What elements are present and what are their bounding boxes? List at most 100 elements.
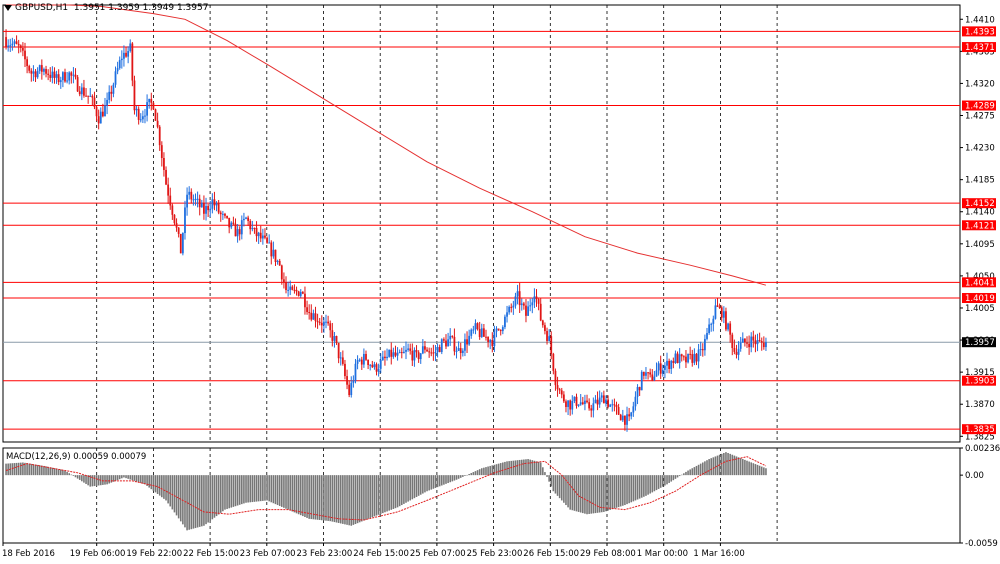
bearish-candle: [725, 311, 727, 330]
macd-bar: [611, 475, 614, 510]
macd-bar: [657, 475, 660, 489]
bearish-candle: [628, 414, 631, 417]
bearish-candle: [560, 390, 563, 395]
level-label-box: [962, 198, 996, 209]
macd-bar: [17, 462, 20, 476]
bullish-candle: [577, 404, 580, 406]
bearish-candle: [217, 203, 220, 213]
bullish-candle: [354, 363, 357, 381]
symbol-label: GBPUSD,H1: [15, 3, 69, 13]
collapse-triangle-icon[interactable]: [4, 4, 12, 11]
bearish-candle: [647, 372, 649, 374]
bearish-candle: [409, 348, 412, 351]
macd-bar: [413, 475, 416, 499]
macd-bar: [638, 475, 641, 499]
macd-bar: [405, 475, 407, 503]
macd-bar: [272, 475, 275, 504]
macd-bar: [293, 475, 296, 513]
price-axis-label: 1.4230: [965, 144, 995, 154]
macd-bar: [440, 475, 443, 486]
bullish-candle: [657, 363, 660, 371]
bearish-candle: [15, 41, 18, 44]
price-axis-label: 1.4275: [965, 111, 995, 121]
macd-bar: [472, 472, 475, 476]
macd-bar: [371, 475, 374, 518]
bullish-candle: [630, 412, 633, 417]
bullish-candle: [120, 58, 123, 61]
bearish-candle: [459, 348, 462, 354]
time-axis-label: 18 Feb 2016: [2, 549, 55, 559]
macd-bar: [375, 475, 378, 516]
macd-bar: [560, 475, 563, 501]
bullish-candle: [579, 402, 582, 405]
macd-bar: [447, 475, 449, 484]
bearish-candle: [716, 305, 719, 307]
macd-bar: [622, 475, 624, 506]
bullish-candle: [261, 235, 264, 239]
bullish-candle: [194, 198, 197, 200]
macd-bar: [169, 475, 172, 507]
bullish-candle: [245, 217, 247, 219]
macd-bar: [289, 475, 292, 511]
macd-bar: [727, 453, 729, 476]
macd-bar: [605, 475, 607, 512]
bearish-candle: [110, 91, 113, 94]
macd-bar: [146, 475, 148, 486]
macd-bar: [434, 475, 437, 488]
vertical-grid: [96, 5, 778, 543]
macd-bar: [209, 475, 212, 521]
bullish-candle: [611, 404, 614, 406]
bullish-candle: [468, 335, 471, 345]
bearish-candle: [154, 109, 157, 121]
bullish-candle: [710, 323, 713, 325]
bullish-candle: [379, 359, 382, 369]
macd-bar: [746, 460, 748, 476]
bearish-candle: [746, 342, 748, 344]
macd-bar: [457, 475, 460, 479]
bearish-candle: [24, 50, 26, 60]
macd-bar: [158, 475, 161, 496]
macd-bar: [573, 475, 576, 511]
macd-bar: [217, 475, 220, 515]
macd-bar: [552, 475, 555, 492]
bullish-candle: [186, 194, 188, 208]
macd-bar: [493, 464, 496, 476]
bearish-candle: [476, 323, 479, 330]
price-axis-label: 1.3915: [965, 368, 995, 378]
bearish-candle: [466, 339, 468, 345]
macd-bar: [325, 475, 327, 521]
bearish-candle: [335, 336, 338, 343]
bearish-candle: [78, 91, 81, 95]
macd-bar: [396, 475, 399, 508]
bullish-candle: [567, 400, 569, 407]
price-axis-label: 1.4005: [965, 304, 995, 314]
macd-bar: [177, 475, 180, 519]
level-label-box: [962, 26, 996, 37]
bearish-candle: [93, 97, 96, 107]
macd-bar: [179, 475, 182, 522]
bearish-candle: [179, 233, 182, 254]
bearish-candle: [499, 329, 502, 332]
bearish-candle: [163, 158, 165, 170]
macd-bar: [678, 475, 681, 477]
macd-bar: [316, 475, 319, 520]
macd-bar: [497, 463, 500, 476]
bullish-candle: [118, 60, 121, 69]
bullish-candle: [257, 232, 260, 237]
bullish-candle: [129, 43, 132, 52]
macd-bar: [518, 459, 521, 476]
bullish-candle: [741, 338, 744, 343]
macd-bar: [215, 475, 218, 517]
macd-bar: [116, 475, 119, 481]
macd-bar: [739, 458, 742, 476]
macd-bar: [323, 475, 325, 521]
macd-bar: [15, 462, 18, 476]
bearish-candle: [266, 237, 268, 243]
bullish-candle: [272, 249, 275, 257]
bullish-candle: [516, 291, 519, 297]
bearish-candle: [190, 191, 193, 200]
bullish-candle: [184, 207, 186, 234]
time-axis-label: 24 Feb 15:00: [353, 549, 409, 559]
macd-axis-label: 0.00236: [965, 444, 1000, 454]
